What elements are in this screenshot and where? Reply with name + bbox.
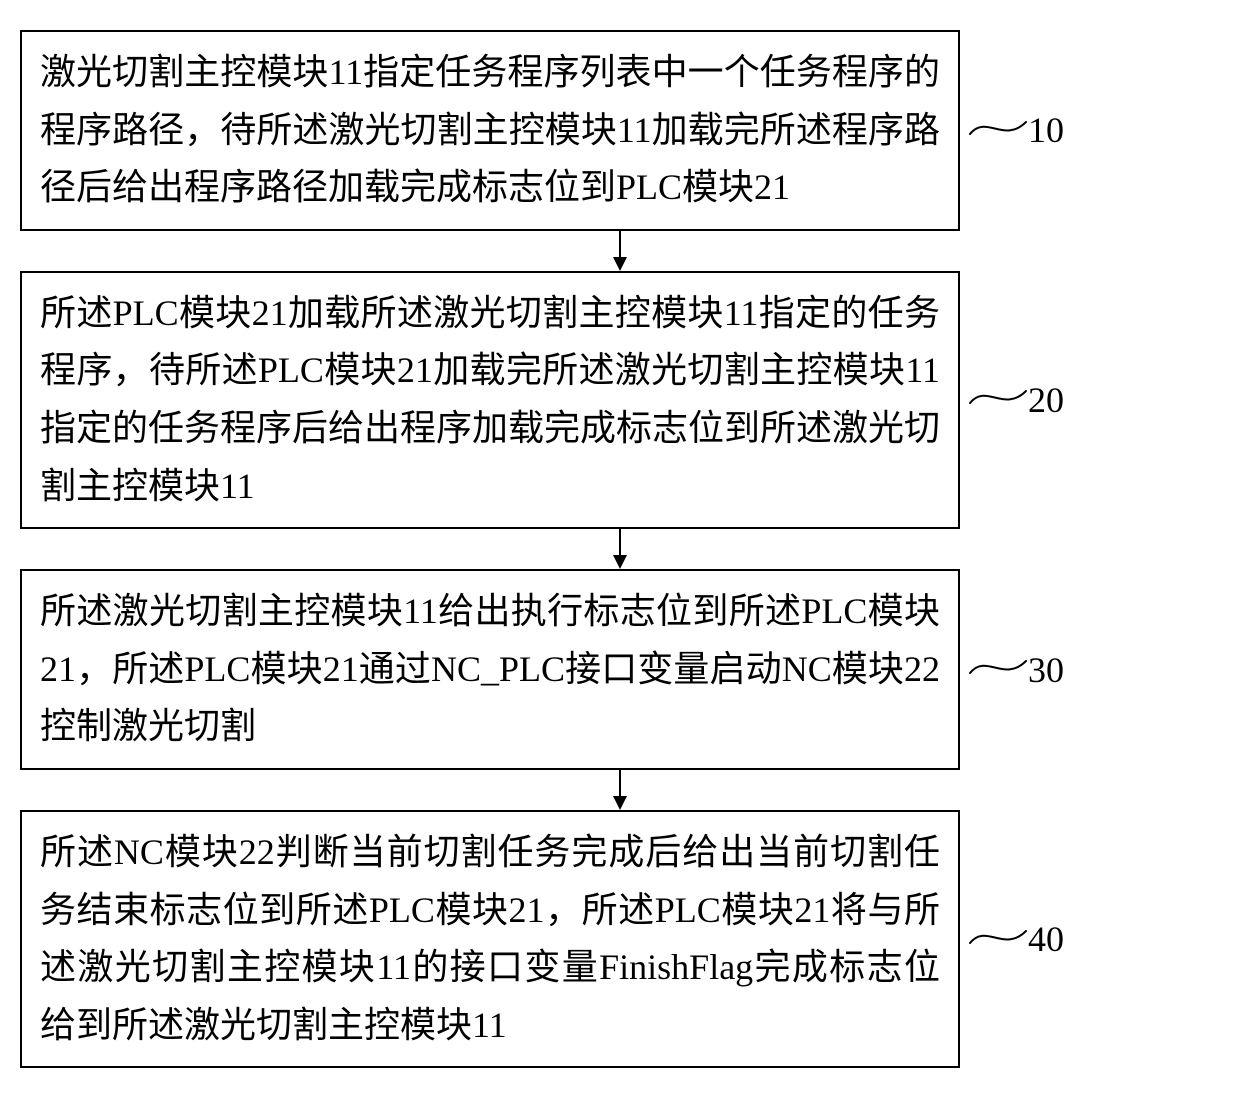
step-label: 40 (1028, 918, 1064, 960)
step-label: 30 (1028, 649, 1064, 691)
flow-arrow (150, 529, 1090, 569)
step-connector: 20 (960, 379, 1140, 421)
step-connector: 30 (960, 649, 1140, 691)
flow-step-row: 所述NC模块22判断当前切割任务完成后给出当前切割任务结束标志位到所述PLC模块… (20, 810, 1220, 1068)
step-label: 20 (1028, 379, 1064, 421)
tilde-connector-icon (968, 655, 1028, 684)
flow-step-box: 所述PLC模块21加载所述激光切割主控模块11指定的任务程序，待所述PLC模块2… (20, 271, 960, 529)
tilde-connector-icon (968, 116, 1028, 145)
flow-step-box: 所述激光切割主控模块11给出执行标志位到所述PLC模块21，所述PLC模块21通… (20, 569, 960, 770)
flow-step-box: 所述NC模块22判断当前切割任务完成后给出当前切割任务结束标志位到所述PLC模块… (20, 810, 960, 1068)
step-connector: 40 (960, 918, 1140, 960)
flow-step-row: 激光切割主控模块11指定任务程序列表中一个任务程序的程序路径，待所述激光切割主控… (20, 30, 1220, 231)
flow-step-row: 所述激光切割主控模块11给出执行标志位到所述PLC模块21，所述PLC模块21通… (20, 569, 1220, 770)
tilde-connector-icon (968, 385, 1028, 414)
flow-arrow (150, 231, 1090, 271)
flow-step-box: 激光切割主控模块11指定任务程序列表中一个任务程序的程序路径，待所述激光切割主控… (20, 30, 960, 231)
flowchart: 激光切割主控模块11指定任务程序列表中一个任务程序的程序路径，待所述激光切割主控… (20, 30, 1220, 1068)
tilde-connector-icon (968, 925, 1028, 954)
flow-step-row: 所述PLC模块21加载所述激光切割主控模块11指定的任务程序，待所述PLC模块2… (20, 271, 1220, 529)
step-connector: 10 (960, 109, 1140, 151)
flow-arrow (150, 770, 1090, 810)
step-label: 10 (1028, 109, 1064, 151)
